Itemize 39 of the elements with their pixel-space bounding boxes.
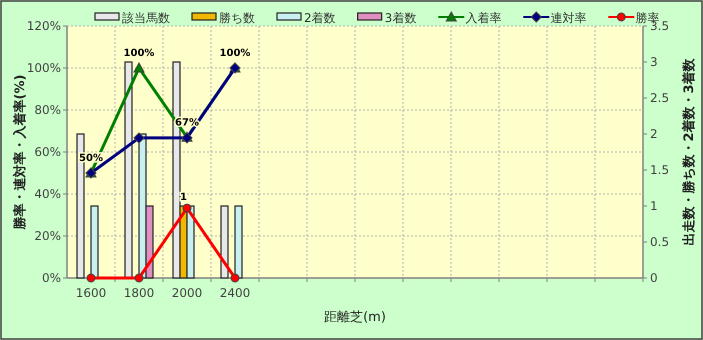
y-tick-label: 20% xyxy=(34,229,61,243)
y-tick-label: 80% xyxy=(34,103,61,117)
point xyxy=(86,274,96,282)
bar xyxy=(220,205,229,279)
y-tick-label: 100% xyxy=(26,61,61,75)
data-label: 100% xyxy=(220,48,250,59)
x-tick-label: 1800 xyxy=(124,286,154,300)
x-axis-title: 距離芝(m) xyxy=(324,310,386,325)
point xyxy=(134,132,144,144)
y2-tick-label: 2 xyxy=(650,127,658,141)
point xyxy=(182,204,192,213)
y-tick-label: 60% xyxy=(34,145,61,159)
legend-label: 該当馬数 xyxy=(122,11,170,25)
y-tick-label: 120% xyxy=(26,19,61,33)
legend-label: 3着数 xyxy=(384,11,416,25)
y2-tick-label: 1 xyxy=(650,199,658,213)
point xyxy=(134,274,144,282)
data-label: 1 xyxy=(180,192,188,203)
data-label: 100% xyxy=(124,48,154,59)
y2-tick-label: 1.5 xyxy=(650,163,670,177)
legend-label: 勝ち数 xyxy=(219,11,255,25)
y2-tick-label: 0.5 xyxy=(650,235,670,249)
legend-label: 入着率 xyxy=(465,11,502,25)
x-tick-label: 2000 xyxy=(172,286,202,300)
legend-label: 連対率 xyxy=(550,11,586,25)
x-tick-label: 2400 xyxy=(220,286,250,300)
y-tick-label: 0% xyxy=(42,271,61,285)
bar xyxy=(234,205,243,279)
legend-label: 2着数 xyxy=(304,11,336,25)
y-tick-label: 40% xyxy=(34,187,61,201)
legend-label: 勝率 xyxy=(635,11,660,25)
y2-tick-label: 0 xyxy=(650,271,658,285)
point xyxy=(134,62,144,72)
y2-tick-label: 2.5 xyxy=(650,91,670,105)
y2-axis-title: 出走数・勝ち数・2着数・3着数 xyxy=(681,57,697,246)
y-axis-title: 勝率・連対率・入着率(%) xyxy=(12,74,28,230)
y2-tick-label: 3 xyxy=(650,55,658,69)
x-tick-label: 1600 xyxy=(76,286,106,300)
point xyxy=(230,274,240,282)
